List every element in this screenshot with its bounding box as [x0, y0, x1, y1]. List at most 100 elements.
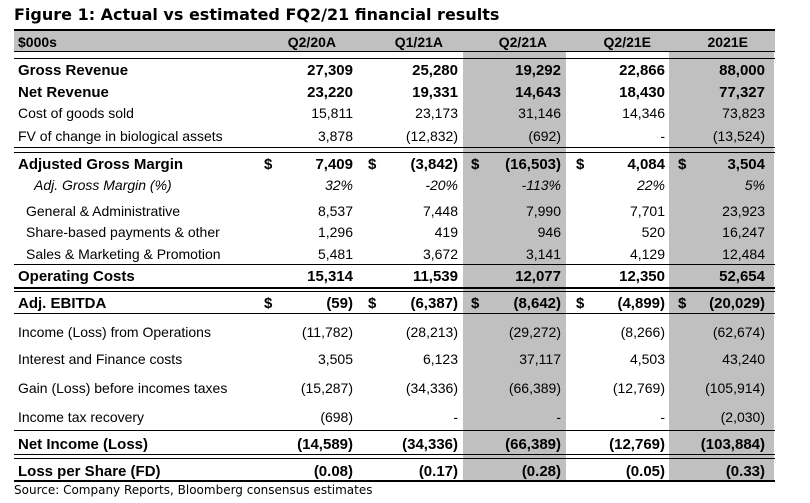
shaded-column-q2-21a	[463, 31, 566, 480]
row-label: Net Revenue	[18, 84, 109, 101]
table-cell: 19,331	[412, 84, 458, 101]
table-cell: 4,503	[629, 351, 665, 367]
currency-symbol: $	[368, 295, 377, 312]
table-cell: 1,296	[317, 224, 353, 240]
table-cell: (692)	[528, 128, 561, 144]
table-cell: 31,146	[518, 105, 561, 121]
table-cell: (2,030)	[720, 409, 765, 425]
table-cell: 7,409	[315, 156, 353, 173]
table-cell: (12,832)	[405, 128, 458, 144]
table-cell: 16,247	[722, 224, 765, 240]
table-cell: 3,505	[317, 351, 353, 367]
table-cell: 32%	[324, 177, 353, 193]
table-cell: 4,129	[629, 246, 665, 262]
table-cell: (59)	[326, 295, 353, 312]
table-cell: 73,823	[722, 105, 765, 121]
table-rule	[14, 291, 775, 292]
table-cell: (105,914)	[705, 380, 765, 396]
table-rule	[14, 430, 775, 431]
row-label: Cost of goods sold	[18, 105, 134, 121]
table-cell: 12,484	[722, 246, 765, 262]
table-cell: 25,280	[412, 62, 458, 79]
table-cell: -20%	[425, 177, 458, 193]
table-cell: (0.08)	[313, 463, 353, 480]
table-cell: 14,346	[622, 105, 665, 121]
row-label: Income (Loss) from Operations	[18, 324, 211, 340]
table-cell: (12,769)	[609, 436, 665, 453]
currency-symbol: $	[264, 156, 273, 173]
row-label: Share-based payments & other	[26, 224, 220, 240]
table-cell: (0.33)	[725, 463, 765, 480]
table-rule	[14, 58, 775, 59]
table-cell: 19,292	[515, 62, 561, 79]
table-rule	[14, 29, 775, 31]
table-cell: (16,503)	[505, 156, 561, 173]
table-cell: (8,266)	[620, 324, 665, 340]
row-label: Loss per Share (FD)	[18, 463, 161, 480]
table-cell: 419	[434, 224, 458, 240]
table-cell: 7,990	[525, 203, 561, 219]
table-cell: 43,240	[722, 351, 765, 367]
table-cell: (29,272)	[508, 324, 561, 340]
table-cell: 4,084	[627, 156, 665, 173]
table-cell: (28,213)	[405, 324, 458, 340]
column-header: Q1/21A	[394, 34, 443, 50]
row-label: FV of change in biological assets	[18, 128, 223, 144]
row-label: Net Income (Loss)	[18, 436, 149, 453]
row-label: Adj. Gross Margin (%)	[34, 177, 172, 193]
table-rule	[14, 454, 775, 455]
table-cell: 8,537	[317, 203, 353, 219]
row-label: Adjusted Gross Margin	[18, 156, 184, 173]
table-cell: 3,672	[422, 246, 458, 262]
table-cell: -113%	[521, 177, 561, 193]
table-cell: 27,309	[307, 62, 353, 79]
table-cell: 52,654	[719, 268, 765, 285]
row-label: Adj. EBITDA	[18, 295, 107, 312]
column-header: Q2/20A	[287, 34, 336, 50]
table-cell: (12,769)	[612, 380, 665, 396]
table-cell: (103,884)	[700, 436, 765, 453]
currency-symbol: $	[576, 295, 585, 312]
table-cell: (698)	[320, 409, 353, 425]
shaded-column-2021e	[669, 31, 774, 480]
table-cell: 15,811	[311, 105, 353, 121]
column-header: Q2/21A	[498, 34, 547, 50]
currency-symbol: $	[368, 156, 377, 173]
table-cell: -	[660, 409, 665, 425]
column-header: Q2/21E	[603, 34, 651, 50]
table-cell: (0.05)	[625, 463, 665, 480]
table-cell: (14,589)	[297, 436, 353, 453]
row-label: Gain (Loss) before incomes taxes	[18, 380, 228, 396]
table-cell: 3,141	[525, 246, 561, 262]
table-cell: 22%	[636, 177, 665, 193]
table-cell: 520	[641, 224, 665, 240]
table-cell: (6,387)	[410, 295, 458, 312]
table-cell: 7,448	[422, 203, 458, 219]
table-cell: -	[556, 409, 561, 425]
table-cell: 5,481	[317, 246, 353, 262]
row-label: Gross Revenue	[18, 62, 129, 79]
table-cell: 23,173	[415, 105, 458, 121]
table-cell: (20,029)	[709, 295, 765, 312]
table-cell: 12,077	[515, 268, 561, 285]
table-cell: (34,336)	[402, 436, 458, 453]
column-header: 2021E	[707, 34, 748, 50]
table-cell: 77,327	[719, 84, 765, 101]
table-cell: (66,389)	[508, 380, 561, 396]
table-cell: 946	[537, 224, 561, 240]
table-cell: (11,782)	[301, 324, 353, 340]
table-rule	[14, 147, 775, 148]
table-cell: (8,642)	[513, 295, 561, 312]
row-label: General & Administrative	[26, 203, 181, 219]
table-cell: 3,878	[317, 128, 353, 144]
currency-symbol: $	[576, 156, 585, 173]
table-cell: (0.28)	[521, 463, 561, 480]
table-rule	[14, 287, 775, 289]
table-cell: (66,389)	[505, 436, 561, 453]
table-cell: 6,123	[422, 351, 458, 367]
table-rule	[14, 152, 775, 153]
table-cell: 37,117	[519, 351, 561, 367]
table-cell: (15,287)	[300, 380, 353, 396]
figure-title: Figure 1: Actual vs estimated FQ2/21 fin…	[14, 5, 500, 24]
